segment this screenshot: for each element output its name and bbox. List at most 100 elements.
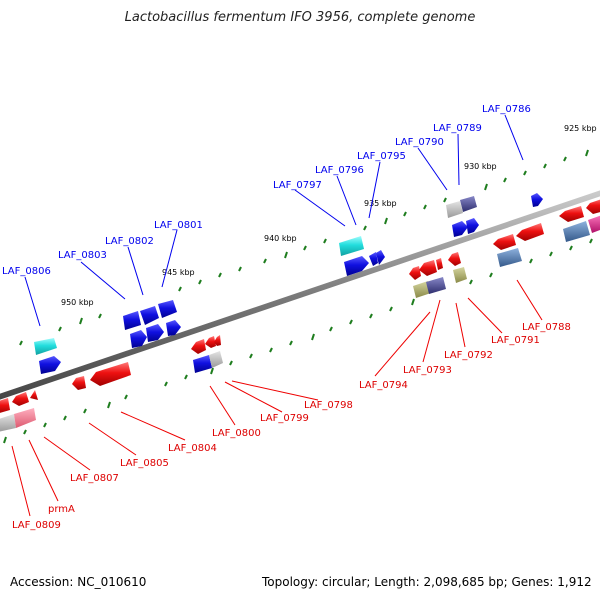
gene-arrow[interactable]	[191, 339, 206, 354]
gene-label-LAF_0803[interactable]: LAF_0803	[58, 250, 107, 261]
gene-label-LAF_0805[interactable]: LAF_0805	[120, 458, 169, 469]
scale-tick	[218, 272, 222, 278]
scale-tick	[369, 313, 373, 319]
gene-arrow[interactable]	[130, 330, 147, 348]
gene-arrow[interactable]	[166, 320, 181, 336]
scale-tick	[98, 313, 102, 319]
gene-arrow[interactable]	[14, 408, 36, 428]
scale-tick	[569, 245, 573, 251]
gene-arrow[interactable]	[146, 324, 164, 342]
gene-arrow[interactable]	[376, 250, 385, 265]
gene-arrow[interactable]	[409, 266, 421, 280]
scale-tick	[23, 429, 27, 435]
gene-arrow[interactable]	[559, 206, 584, 222]
gene-arrow[interactable]	[193, 355, 212, 373]
gene-arrow[interactable]	[453, 267, 467, 283]
scale-tick	[489, 272, 493, 278]
scale-tick	[469, 279, 473, 285]
scale-tick	[443, 197, 447, 203]
scale-label-940: 940 kbp	[264, 234, 297, 243]
scale-tick	[238, 266, 242, 272]
gene-arrow[interactable]	[531, 193, 543, 207]
leader-line	[455, 302, 466, 348]
gene-arrow[interactable]	[426, 277, 446, 294]
gene-arrow[interactable]	[419, 260, 437, 276]
top-gene-labels: LAF_0786 LAF_0789 LAF_0790 LAF_0795 LAF_…	[2, 104, 531, 277]
gene-arrow[interactable]	[339, 236, 364, 256]
scale-tick	[311, 333, 315, 341]
gene-arrow[interactable]	[436, 258, 443, 270]
gene-arrow[interactable]	[493, 234, 516, 250]
gene-arrow[interactable]	[0, 414, 16, 432]
gene-arrow[interactable]	[140, 306, 159, 325]
scale-tick	[178, 286, 182, 292]
gene-label-LAF_0795[interactable]: LAF_0795	[357, 151, 406, 162]
gene-arrow[interactable]	[209, 351, 223, 368]
gene-arrow[interactable]	[205, 336, 216, 348]
leader-line	[294, 189, 346, 227]
gene-arrow[interactable]	[214, 335, 221, 346]
scale-label-945: 945 kbp	[162, 268, 195, 277]
gene-arrow[interactable]	[446, 201, 463, 218]
gene-arrow[interactable]	[158, 300, 177, 318]
gene-label-prmA[interactable]: prmA	[48, 504, 75, 515]
gene-arrow[interactable]	[72, 376, 86, 390]
gene-arrow[interactable]	[460, 196, 477, 212]
gene-label-LAF_0791[interactable]: LAF_0791	[491, 335, 540, 346]
gene-arrow[interactable]	[369, 252, 378, 266]
scale-tick	[83, 408, 87, 414]
gene-label-LAF_0794[interactable]: LAF_0794	[359, 380, 408, 391]
gene-arrow[interactable]	[39, 356, 61, 374]
leader-line	[127, 246, 144, 296]
gene-label-LAF_0789[interactable]: LAF_0789	[433, 123, 482, 134]
gene-arrow[interactable]	[34, 338, 57, 355]
gene-arrow[interactable]	[586, 198, 600, 214]
gene-label-LAF_0786[interactable]: LAF_0786	[482, 104, 531, 115]
gene-arrow[interactable]	[516, 223, 544, 241]
genome-backbone	[0, 190, 600, 400]
gene-arrow[interactable]	[413, 281, 431, 298]
leader-line	[417, 147, 448, 191]
gene-label-LAF_0800[interactable]: LAF_0800	[212, 428, 261, 439]
gene-arrow[interactable]	[466, 218, 479, 234]
genome-stats-text: Topology: circular; Length: 2,098,685 bp…	[262, 575, 592, 589]
gene-arrow[interactable]	[12, 392, 29, 406]
gene-label-LAF_0802[interactable]: LAF_0802	[105, 236, 154, 247]
gene-arrow[interactable]	[448, 252, 461, 266]
gene-arrow[interactable]	[497, 248, 522, 267]
gene-arrow[interactable]	[563, 221, 590, 242]
gene-label-LAF_0796[interactable]: LAF_0796	[315, 165, 364, 176]
gene-label-LAF_0801[interactable]: LAF_0801	[154, 220, 203, 231]
gene-arrow[interactable]	[123, 311, 141, 330]
gene-label-LAF_0793[interactable]: LAF_0793	[403, 365, 452, 376]
gene-label-LAF_0806[interactable]: LAF_0806	[2, 266, 51, 277]
gene-label-LAF_0807[interactable]: LAF_0807	[70, 473, 119, 484]
gene-label-LAF_0797[interactable]: LAF_0797	[273, 180, 322, 191]
gene-arrow[interactable]	[452, 221, 468, 237]
gene-label-LAF_0788[interactable]: LAF_0788	[522, 322, 571, 333]
gene-arrow[interactable]	[344, 256, 369, 276]
scale-tick	[529, 258, 533, 264]
gene-label-LAF_0790[interactable]: LAF_0790	[395, 137, 444, 148]
scale-tick	[563, 156, 567, 162]
gene-label-LAF_0792[interactable]: LAF_0792	[444, 350, 493, 361]
scale-tick	[323, 238, 327, 244]
leader-line	[374, 311, 431, 377]
gene-arrow[interactable]	[0, 398, 10, 414]
leader-line	[161, 229, 178, 288]
gene-label-LAF_0809[interactable]: LAF_0809	[12, 520, 61, 531]
scale-tick	[198, 279, 202, 285]
leader-line	[88, 422, 137, 456]
leader-line	[457, 133, 460, 186]
scale-tick	[411, 298, 415, 306]
gene-label-LAF_0804[interactable]: LAF_0804	[168, 443, 217, 454]
scale-tick	[58, 326, 62, 332]
gene-arrow[interactable]	[30, 390, 38, 400]
gene-label-LAF_0798[interactable]: LAF_0798	[304, 400, 353, 411]
scale-tick	[349, 319, 353, 325]
gene-arrow[interactable]	[90, 362, 131, 386]
gene-label-LAF_0799[interactable]: LAF_0799	[260, 413, 309, 424]
gene-arrow[interactable]	[588, 214, 600, 233]
